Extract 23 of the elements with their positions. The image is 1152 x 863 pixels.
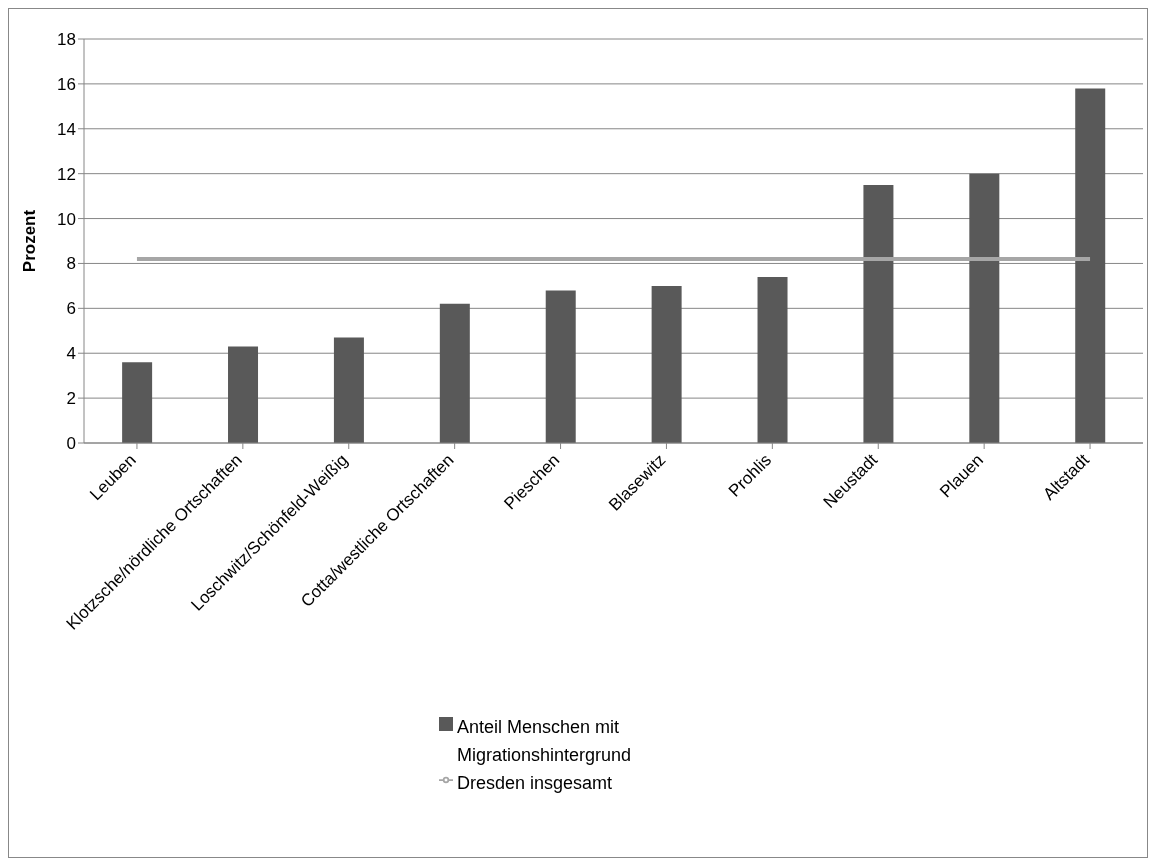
y-tick-label: 12 [57,164,76,184]
bar [863,184,894,443]
bar [333,337,364,443]
y-tick-label: 14 [57,119,76,139]
y-tick-label: 4 [66,344,76,364]
bar [969,173,1000,443]
bar [545,290,576,443]
y-tick-label: 2 [66,389,76,409]
y-tick-label: 0 [66,434,76,454]
y-axis-title: Prozent [20,209,40,273]
bar [1075,88,1106,443]
y-tick-label: 16 [57,74,76,94]
legend-label: Anteil Menschen mit Migrationshintergrund [457,716,633,767]
bar [651,285,682,443]
y-tick-label: 18 [57,30,76,50]
y-tick-label: 8 [66,254,76,274]
y-tick-label: 6 [66,299,76,319]
bar [122,362,153,443]
y-tick-label: 10 [57,209,76,229]
legend-label: Dresden insgesamt [457,772,613,795]
bar [757,276,788,443]
bar [228,346,259,443]
bar [439,303,470,443]
